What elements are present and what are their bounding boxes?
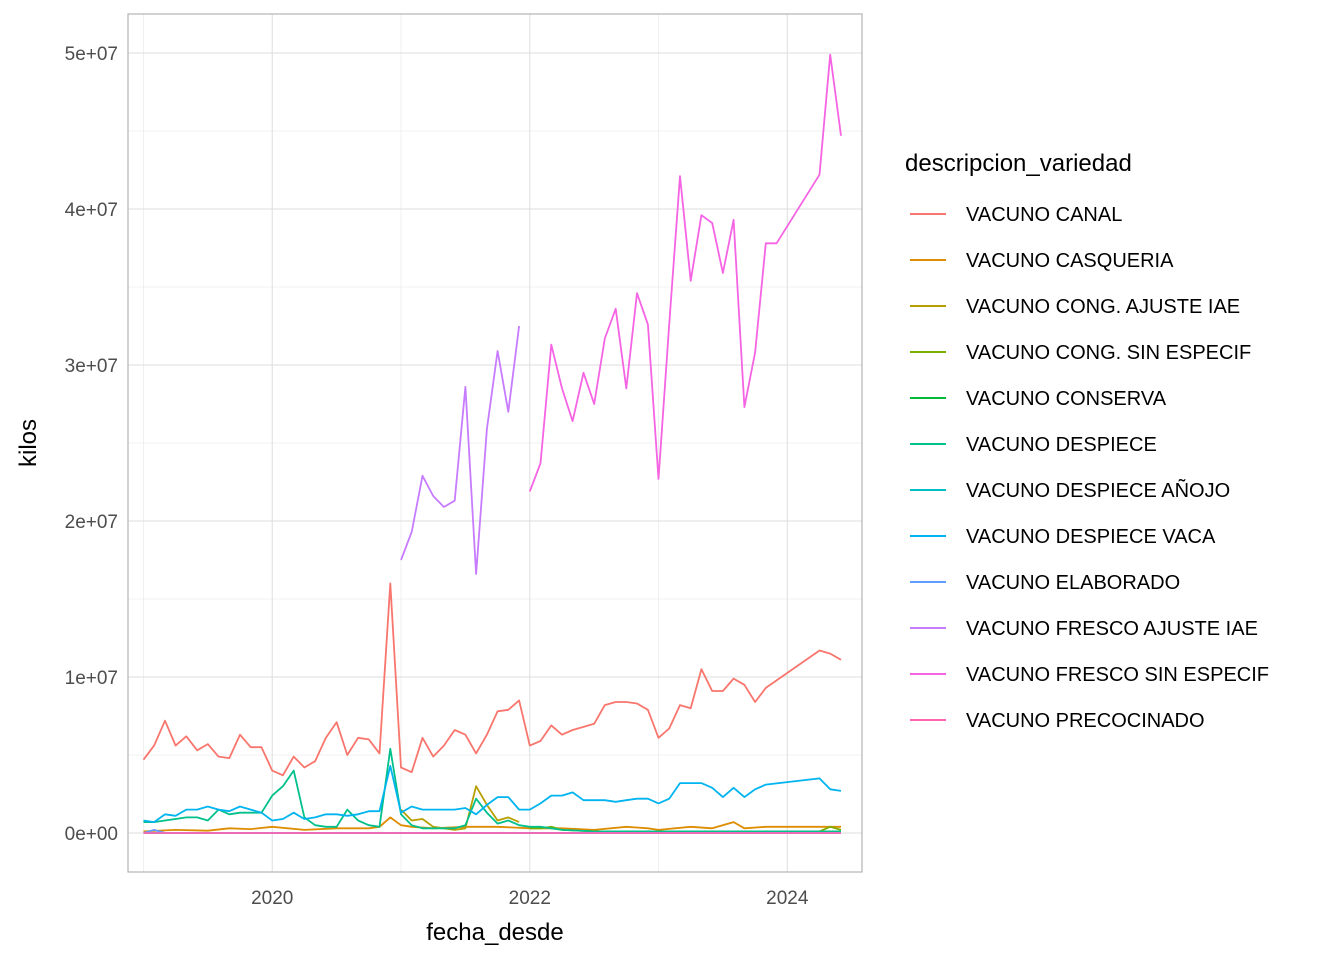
legend-label: VACUNO CONG. SIN ESPECIF — [966, 342, 1251, 364]
series-line — [142, 582, 842, 777]
y-axis-ticks: 0e+00 1e+07 2e+07 3e+07 4e+07 5e+07 — [65, 44, 118, 845]
legend-label: VACUNO FRESCO AJUSTE IAE — [966, 618, 1258, 640]
legend-label: VACUNO DESPIECE — [966, 434, 1157, 456]
y-tick-label: 2e+07 — [65, 512, 118, 533]
y-tick-label: 3e+07 — [65, 356, 118, 377]
series-line — [143, 747, 841, 833]
legend-label: VACUNO CASQUERIA — [966, 250, 1174, 272]
x-tick-label: 2020 — [251, 888, 293, 909]
minor-gridlines — [128, 14, 862, 872]
legend-item: VACUNO CANAL — [910, 204, 1122, 226]
y-tick-label: 0e+00 — [65, 824, 118, 845]
legend-item: VACUNO FRESCO SIN ESPECIF — [910, 664, 1269, 686]
legend-label: VACUNO ELABORADO — [966, 572, 1180, 594]
legend-title: descripcion_variedad — [905, 150, 1132, 177]
legend: VACUNO CANAL VACUNO CASQUERIA VACUNO CONG.… — [910, 204, 1269, 732]
legend-item: VACUNO CONG. AJUSTE IAE — [910, 296, 1240, 318]
series-line — [528, 53, 842, 492]
series-lines — [142, 53, 842, 834]
legend-item: VACUNO CONSERVA — [910, 388, 1167, 410]
series-line — [143, 816, 841, 833]
y-axis-title: kilos — [15, 419, 42, 467]
x-tick-label: 2024 — [766, 888, 809, 909]
y-tick-label: 1e+07 — [65, 668, 118, 689]
panel-border — [127, 13, 863, 873]
legend-item: VACUNO CONG. SIN ESPECIF — [910, 342, 1251, 364]
legend-item: VACUNO DESPIECE AÑOJO — [910, 478, 1230, 502]
legend-item: VACUNO DESPIECE — [910, 434, 1157, 456]
legend-label: VACUNO DESPIECE AÑOJO — [966, 478, 1230, 502]
x-axis-title: fecha_desde — [426, 919, 563, 946]
x-tick-label: 2022 — [509, 888, 551, 909]
legend-item: VACUNO DESPIECE VACA — [910, 526, 1216, 548]
y-tick-label: 4e+07 — [65, 200, 118, 221]
legend-label: VACUNO CANAL — [966, 204, 1122, 226]
series-line — [400, 325, 520, 575]
legend-label: VACUNO FRESCO SIN ESPECIF — [966, 664, 1269, 686]
legend-item: VACUNO ELABORADO — [910, 572, 1180, 594]
legend-item: VACUNO CASQUERIA — [910, 250, 1174, 272]
legend-item: VACUNO PRECOCINADO — [910, 710, 1205, 732]
series-line — [400, 785, 520, 831]
legend-label: VACUNO DESPIECE VACA — [966, 526, 1216, 548]
legend-label: VACUNO PRECOCINADO — [966, 710, 1205, 732]
legend-label: VACUNO CONSERVA — [966, 388, 1167, 410]
legend-label: VACUNO CONG. AJUSTE IAE — [966, 296, 1240, 318]
y-tick-label: 5e+07 — [65, 44, 118, 65]
legend-item: VACUNO FRESCO AJUSTE IAE — [910, 618, 1258, 640]
series-line — [143, 765, 842, 823]
x-axis-ticks: 2020 2022 2024 — [251, 888, 809, 909]
